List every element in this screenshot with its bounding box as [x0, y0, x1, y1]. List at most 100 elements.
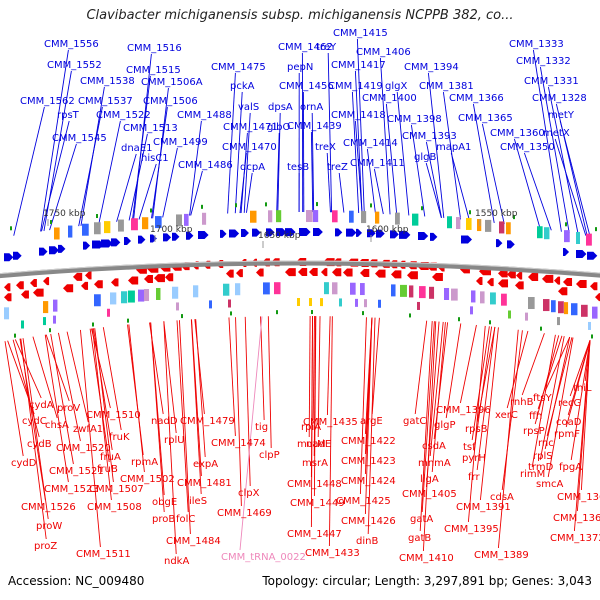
forward-gene-label[interactable]: CMM_1419: [328, 81, 383, 92]
forward-gene-label[interactable]: CMM_1456: [279, 81, 334, 92]
forward-gene-label[interactable]: CMM_1414: [343, 138, 398, 149]
reverse-gene-label[interactable]: rnhB: [510, 397, 534, 408]
reverse-gene-label[interactable]: csdA: [422, 441, 446, 452]
reverse-gene-label[interactable]: pyrH: [462, 453, 486, 464]
forward-gene-label[interactable]: treZ: [327, 162, 348, 173]
forward-gene-label[interactable]: CMM_1475: [211, 62, 266, 73]
reverse-gene-label[interactable]: CMM_1425: [336, 496, 391, 507]
reverse-gene-label[interactable]: CMM_1523: [44, 484, 99, 495]
reverse-gene-label[interactable]: CMM_1469: [217, 508, 272, 519]
reverse-gene-label[interactable]: CMM_1405: [402, 489, 457, 500]
reverse-gene-label[interactable]: CMM_1424: [341, 476, 396, 487]
forward-gene-label[interactable]: CMM_1360: [490, 128, 545, 139]
reverse-gene-label[interactable]: tig: [255, 422, 268, 433]
reverse-gene-label[interactable]: CMM_1502: [120, 474, 175, 485]
reverse-gene-label[interactable]: fpgA: [559, 462, 582, 473]
forward-gene-label[interactable]: CMM_1506: [143, 96, 198, 107]
reverse-gene-label[interactable]: proZ: [34, 541, 57, 552]
reverse-gene-label[interactable]: chsA: [45, 420, 69, 431]
forward-gene-label[interactable]: CMM_1556: [44, 39, 99, 50]
reverse-gene-label[interactable]: gatB: [408, 533, 431, 544]
reverse-gene-label[interactable]: CMM_1448: [287, 479, 342, 490]
reverse-gene-label[interactable]: proV: [57, 403, 80, 414]
forward-gene-label[interactable]: CMM_1365: [458, 113, 513, 124]
reverse-gene-label[interactable]: CMM_1410: [399, 553, 454, 564]
forward-gene-label[interactable]: CMM_1562: [20, 96, 75, 107]
reverse-gene-label[interactable]: obgE: [152, 497, 177, 508]
reverse-gene-label[interactable]: coaD: [556, 417, 582, 428]
reverse-gene-label[interactable]: expA: [193, 459, 218, 470]
reverse-gene-label[interactable]: glgP: [434, 420, 456, 431]
reverse-gene-label[interactable]: CMM_1391: [456, 502, 511, 513]
reverse-gene-label[interactable]: tsf: [463, 442, 476, 453]
trna-gene-label[interactable]: CMM_tRNA_0022: [221, 552, 306, 563]
reverse-gene-label[interactable]: CMM_1433: [305, 548, 360, 559]
forward-gene-label[interactable]: treX: [315, 142, 336, 153]
reverse-gene-label[interactable]: CMM_1423: [341, 456, 396, 467]
forward-gene-label[interactable]: dcpA: [240, 162, 265, 173]
reverse-gene-label[interactable]: CMM_1447: [287, 529, 342, 540]
forward-gene-label[interactable]: CMM_1538: [80, 76, 135, 87]
reverse-gene-label[interactable]: CMM_1520: [56, 443, 111, 454]
forward-gene-label[interactable]: glgX: [385, 81, 407, 92]
reverse-gene-label[interactable]: trmD: [528, 462, 554, 473]
reverse-gene-label[interactable]: CMM_1521: [49, 466, 104, 477]
reverse-gene-label[interactable]: cdsA: [490, 492, 514, 503]
reverse-gene-label[interactable]: CMM_1368: [553, 513, 600, 524]
reverse-gene-label[interactable]: cydC: [22, 416, 47, 427]
reverse-gene-label[interactable]: rpsP: [523, 426, 545, 437]
forward-gene-label[interactable]: CMM_1470: [222, 142, 277, 153]
forward-gene-label[interactable]: CMM_1486: [178, 160, 233, 171]
forward-gene-label[interactable]: metX: [543, 128, 570, 139]
reverse-gene-label[interactable]: fruA: [100, 452, 121, 463]
forward-gene-label[interactable]: CMM_1488: [177, 110, 232, 121]
forward-gene-label[interactable]: CMM_1415: [333, 28, 388, 39]
reverse-gene-label[interactable]: CMM_1474: [211, 438, 266, 449]
forward-gene-label[interactable]: glgB: [414, 152, 436, 163]
reverse-gene-label[interactable]: CMM_1395: [444, 524, 499, 535]
forward-gene-label[interactable]: valS: [238, 102, 259, 113]
reverse-gene-label[interactable]: CMM_1426: [341, 516, 396, 527]
reverse-gene-label[interactable]: gatC: [403, 416, 426, 427]
reverse-gene-label[interactable]: msrA: [302, 458, 328, 469]
reverse-gene-label[interactable]: CMM_1396: [436, 405, 491, 416]
reverse-gene-label[interactable]: CMM_1508: [87, 502, 142, 513]
forward-gene-label[interactable]: metY: [548, 110, 575, 121]
forward-gene-label[interactable]: CMM_1522: [96, 110, 151, 121]
forward-gene-label[interactable]: CMM_1400: [362, 93, 417, 104]
forward-gene-label[interactable]: CMM_1513: [123, 123, 178, 134]
reverse-gene-label[interactable]: proW: [36, 521, 62, 532]
reverse-gene-label[interactable]: rpsB: [465, 424, 488, 435]
forward-gene-label[interactable]: CMM_1333: [509, 39, 564, 50]
forward-gene-label[interactable]: CMM_1506A: [141, 77, 203, 88]
reverse-gene-label[interactable]: fruK: [109, 432, 130, 443]
reverse-gene-label[interactable]: CMM_1507: [89, 484, 144, 495]
reverse-gene-label[interactable]: cydD: [11, 458, 37, 469]
reverse-gene-label[interactable]: proB: [152, 514, 175, 525]
reverse-gene-label[interactable]: ftsY: [533, 393, 552, 404]
forward-gene-label[interactable]: CMM_1516: [127, 43, 182, 54]
reverse-gene-label[interactable]: rpmA: [131, 457, 158, 468]
reverse-gene-label[interactable]: CMM_1364: [557, 492, 600, 503]
forward-gene-label[interactable]: dpsA: [268, 102, 293, 113]
reverse-gene-label[interactable]: CMM_1526: [21, 502, 76, 513]
reverse-gene-label[interactable]: zwfA1: [73, 424, 103, 435]
reverse-gene-label[interactable]: CMM_1479: [180, 416, 235, 427]
reverse-gene-label[interactable]: fruB: [97, 464, 118, 475]
reverse-gene-label[interactable]: CMM_1511: [76, 549, 131, 560]
reverse-gene-label[interactable]: folC: [176, 514, 195, 525]
reverse-gene-label[interactable]: mutM: [297, 439, 326, 450]
forward-gene-label[interactable]: glbO: [267, 122, 290, 133]
forward-gene-label[interactable]: CMM_1537: [78, 96, 133, 107]
reverse-gene-label[interactable]: CMM_1510: [86, 410, 141, 421]
forward-gene-label[interactable]: tesB: [287, 162, 309, 173]
forward-gene-label[interactable]: CMM_1393: [402, 131, 457, 142]
forward-gene-label[interactable]: rpsT: [57, 110, 80, 121]
reverse-gene-label[interactable]: CMM_1389: [474, 550, 529, 561]
reverse-gene-label[interactable]: smcA: [536, 479, 563, 490]
reverse-gene-label[interactable]: rimM: [520, 469, 545, 480]
reverse-gene-label[interactable]: ligA: [420, 474, 439, 485]
reverse-gene-label[interactable]: nadD: [151, 416, 178, 427]
reverse-gene-label[interactable]: cydB: [27, 439, 52, 450]
reverse-gene-label[interactable]: rnc: [538, 438, 554, 449]
